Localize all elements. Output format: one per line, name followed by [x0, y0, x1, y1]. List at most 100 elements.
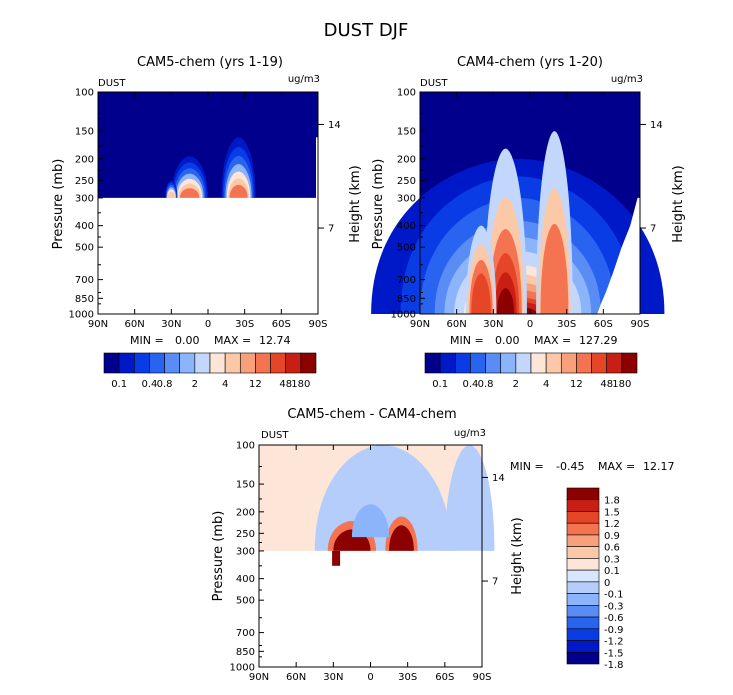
y-tick-label: 500	[236, 596, 255, 607]
colorbar-label: 0.4	[141, 379, 157, 390]
max-value: 127.29	[579, 334, 618, 347]
y-tick-label: 100	[236, 441, 255, 452]
y-tick-label: 1000	[69, 310, 94, 321]
min-value: -0.45	[556, 460, 584, 473]
colorbar-box	[566, 628, 600, 641]
colorbar-box	[485, 352, 502, 374]
height-tick-label: 14	[650, 120, 663, 131]
colorbar-box	[566, 511, 600, 524]
colorbar-box	[515, 352, 532, 374]
figure-title: DUST DJF	[324, 20, 409, 41]
max-label: MAX =	[534, 334, 571, 347]
colorbar-box	[500, 352, 517, 374]
height-tick-label: 7	[328, 224, 334, 235]
x-tick-label: 60S	[272, 319, 291, 330]
min-value: 0.00	[175, 334, 200, 347]
colorbar-label: 180	[612, 379, 631, 390]
height-tick-label: 7	[650, 224, 656, 235]
colorbar-box	[470, 352, 486, 374]
colorbar-box	[133, 352, 150, 374]
colorbar-box	[149, 352, 165, 374]
colorbar-box	[566, 616, 600, 630]
colorbar-box	[566, 651, 600, 665]
contour-band	[540, 223, 569, 314]
colorbar-box	[103, 352, 120, 374]
y-tick-label: 200	[75, 154, 94, 165]
background-field	[98, 92, 318, 198]
y-tick-label: 200	[397, 154, 416, 165]
y-tick-label: 250	[397, 176, 416, 187]
panel-difference: CAM5-chem - CAM4-chem DUST ug/m3 Pressur…	[211, 407, 675, 683]
colorbar-box	[566, 499, 600, 512]
colorbar-label: 180	[291, 379, 310, 390]
y-tick-label: 300	[397, 193, 416, 204]
colorbar-box	[439, 352, 456, 374]
colorbar-box	[118, 352, 135, 374]
colorbar-box	[566, 640, 600, 653]
contour-band	[351, 504, 390, 538]
missing-region	[98, 197, 318, 314]
contour-band	[389, 525, 414, 551]
min-label: MIN =	[450, 334, 484, 347]
contour-band	[471, 273, 491, 314]
colorbar-box	[530, 352, 547, 374]
colorbar-box	[576, 352, 592, 374]
units-label: ug/m3	[611, 74, 643, 85]
colorbar-box	[566, 605, 600, 618]
colorbar-label: 1.5	[604, 507, 620, 518]
colorbar-label: 12	[570, 379, 583, 390]
colorbar-label: -0.6	[604, 613, 624, 624]
contour-band	[229, 184, 248, 198]
colorbar-label: 1.2	[604, 519, 620, 530]
colorbar-label: 0	[604, 578, 610, 589]
left-label: DUST	[261, 430, 289, 441]
colorbar-label: 48	[279, 379, 292, 390]
x-tick-label: 60S	[435, 672, 454, 683]
colorbar-label: 0.9	[604, 531, 620, 542]
height-tick-label: 7	[492, 577, 498, 588]
colorbar-box	[194, 352, 211, 374]
colorbar-box	[606, 352, 623, 374]
colorbar-label: 0.8	[157, 379, 173, 390]
x-tick-label: 30S	[235, 319, 254, 330]
colorbar-box	[566, 558, 600, 571]
y-tick-label: 400	[397, 221, 416, 232]
colorbar-box	[621, 352, 638, 374]
x-tick-label: 0	[205, 319, 211, 330]
colorbar-label: -0.1	[604, 590, 624, 601]
min-label: MIN =	[510, 460, 544, 473]
colorbar-box	[300, 352, 317, 374]
max-value: 12.17	[643, 460, 675, 473]
panel-cam4: CAM4-chem (yrs 1-20) DUST ug/m3 Pressure…	[371, 55, 686, 390]
y-tick-label: 400	[236, 574, 255, 585]
colorbar-label: 2	[192, 379, 198, 390]
y-tick-label: 100	[75, 88, 94, 99]
colorbar-label: -0.9	[604, 625, 624, 636]
colorbar-box	[164, 352, 181, 374]
height-tick-label: 14	[492, 473, 505, 484]
colorbar-label: -0.3	[604, 601, 624, 612]
colorbar-box	[209, 352, 226, 374]
missing-region	[597, 197, 640, 314]
y-tick-label: 700	[75, 275, 94, 286]
panel-title: CAM4-chem (yrs 1-20)	[457, 55, 603, 70]
x-tick-label: 30N	[161, 319, 181, 330]
x-tick-label: 90N	[410, 319, 430, 330]
min-value: 0.00	[495, 334, 520, 347]
colorbar-label: 0.3	[604, 554, 620, 565]
colorbar-label: -1.5	[604, 648, 624, 659]
panel-title: CAM5-chem (yrs 1-19)	[137, 55, 283, 70]
y-tick-label: 850	[75, 294, 94, 305]
y-axis-label: Pressure (mb)	[51, 159, 66, 250]
panel-cam5: CAM5-chem (yrs 1-19) DUST ug/m3 Pressure…	[51, 55, 363, 390]
colorbar-label: 2	[513, 379, 519, 390]
colorbar-box	[424, 352, 441, 374]
y-tick-label: 850	[236, 647, 255, 658]
y-axis-label: Pressure (mb)	[211, 511, 226, 602]
right-axis-label: Height (km)	[348, 165, 363, 242]
colorbar-box	[566, 534, 600, 547]
colorbar-box	[454, 352, 471, 374]
colorbar-label: 0.4	[462, 379, 478, 390]
x-tick-label: 30N	[323, 672, 343, 683]
